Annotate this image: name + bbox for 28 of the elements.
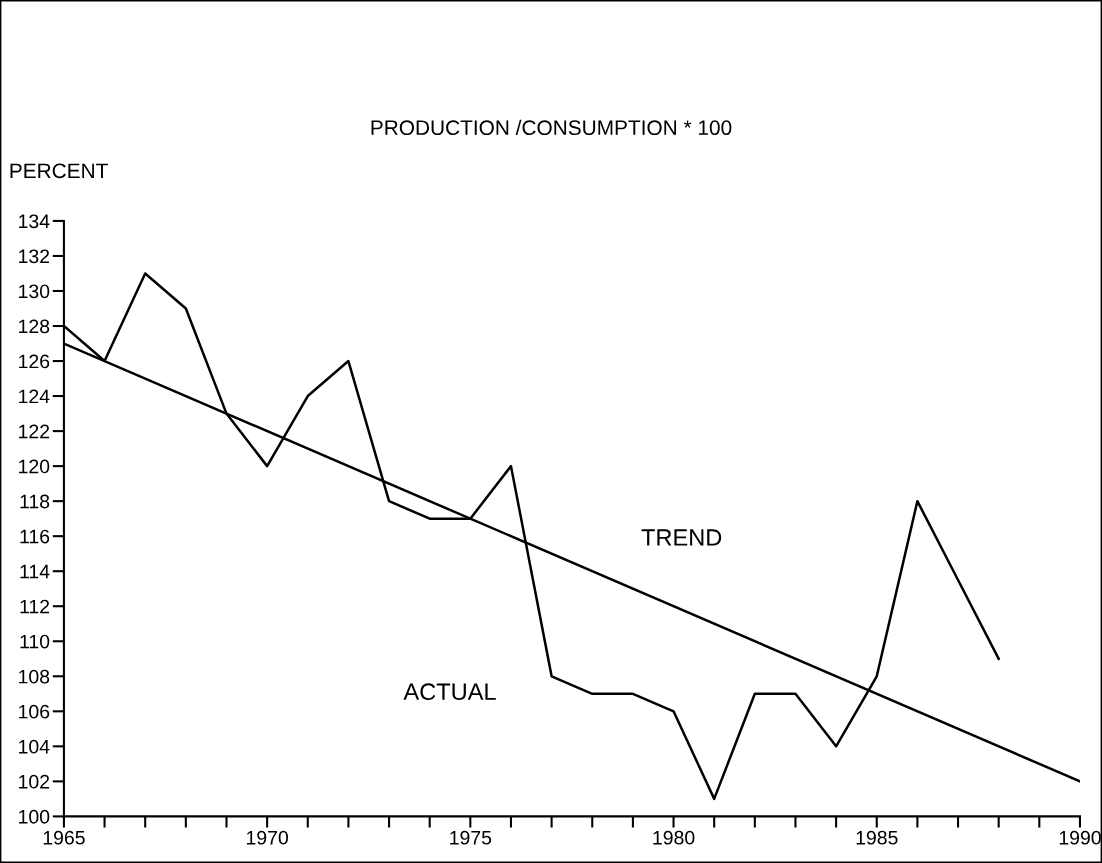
y-tick-label: 112 [20,599,50,614]
y-tick-label: 106 [19,704,50,719]
y-tick-label: 120 [19,459,50,474]
y-tick-label: 108 [19,669,50,684]
text: ACTUAL [403,683,496,701]
chart-title: PRODUCTION /CONSUMPTION * 100 [371,119,732,136]
y-tick-label: 102 [19,774,50,789]
x-tick-label: 1990 [1059,830,1101,845]
x-tick-label: 1970 [246,830,288,845]
series-label: TREND [641,529,722,546]
y-tick-label: 114 [20,564,50,579]
y-tick-label: 130 [19,284,50,299]
x-tick-label: 1980 [653,830,695,845]
y-tick-label: 116 [20,529,50,544]
y-tick-label: 124 [19,389,50,404]
x-tick-label: 1975 [450,830,492,845]
y-tick-label: 128 [19,319,50,334]
y-tick-label: 118 [20,494,50,509]
y-tick-label: 104 [19,739,50,754]
y-axis-title: PERCENT [10,163,108,179]
y-tick-label: 134 [19,214,50,229]
y-tick-label: 122 [19,424,50,439]
y-tick-label: 100 [19,809,50,824]
x-tick-label: 1985 [856,830,898,845]
y-tick-label: 126 [19,354,50,369]
x-tick-label: 1965 [43,830,85,845]
y-tick-label: 132 [19,249,50,264]
y-tick-label: 110 [20,634,50,649]
